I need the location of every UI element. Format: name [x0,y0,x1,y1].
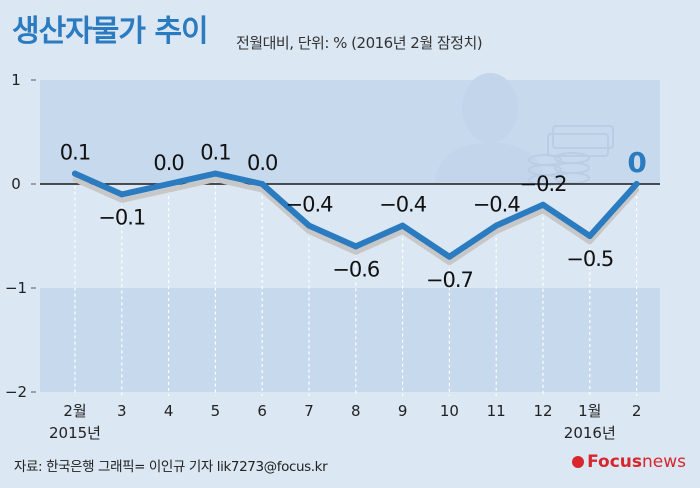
data-label: −0.5 [566,247,613,271]
y-tick-label: −1 [5,279,27,297]
data-label: −0.7 [426,268,473,292]
data-point [118,191,125,198]
data-label: −0.4 [379,193,427,217]
data-point [259,181,266,187]
decoration [435,73,614,186]
data-label: −0.2 [520,172,567,196]
x-tick-label: 10 [440,402,459,420]
data-label: 0.0 [153,151,183,175]
x-tick-label: 9 [398,402,408,420]
data-point [72,170,78,177]
x-tick-label: 7 [304,402,314,420]
x-axis-ticks: 2월 3 4 5 6 7 8 9 10 11 12 1월 2 2015년 2016년 [49,402,641,442]
data-point [540,201,546,208]
y-tick-label: 1 [11,71,21,89]
x-tick-label: 12 [533,402,552,420]
data-point [165,181,172,187]
category-guides [74,179,638,396]
x-tick-label: 8 [351,402,361,420]
data-label: 0.1 [60,141,90,165]
brand-logo: Focusnews [572,452,686,472]
data-point [352,243,359,250]
data-label: −0.1 [98,205,145,229]
data-label: −0.4 [286,193,334,217]
x-tick-label: 3 [117,402,127,420]
money-coins-icon [528,125,614,186]
data-point [446,253,453,260]
x-tick-label: 2월 [63,402,86,420]
band-upper [40,80,660,184]
data-label: −0.6 [332,257,380,281]
data-point [399,222,406,229]
data-labels: 0.1−0.10.0 0.1 0.0−0.4−0.6−0.4−0.7−0.4−0.2… [60,141,648,292]
series-shadow [72,177,640,266]
background-bands [40,80,660,392]
source-credit: 자료: 한국은행 그래픽= 이인규 기자 lik7273@focus.kr [14,459,328,475]
x-tick-label: 4 [164,402,174,420]
data-point [633,181,640,187]
data-label: 0.1 [200,141,230,165]
data-label: 0.0 [247,151,277,175]
data-point [306,222,312,229]
data-point [212,170,219,177]
logo-dot-icon [572,456,585,468]
year-label: 2016년 [564,424,616,442]
data-label: −0.4 [473,193,521,217]
x-tick-label: 1월 [578,402,601,420]
data-label: 0 [627,146,646,179]
y-tick-label: 0 [11,175,21,193]
data-point [493,222,500,229]
y-axis-ticks: 1 0 −1 −2 [5,71,36,401]
chart-title: 생산자물가 추이 [12,14,209,49]
chart-subtitle: 전월대비, 단위: % (2016년 2월 잠정치) [236,34,483,52]
x-tick-label: 5 [211,402,221,420]
person-silhouette-icon [435,73,545,182]
data-points [72,170,640,260]
band-lower [40,288,660,392]
data-point [586,233,593,239]
x-tick-label: 11 [487,402,506,420]
year-label: 2015년 [49,424,101,442]
y-tick-label: −2 [5,383,27,401]
x-tick-label: 2 [632,402,642,420]
x-tick-label: 6 [257,402,267,420]
